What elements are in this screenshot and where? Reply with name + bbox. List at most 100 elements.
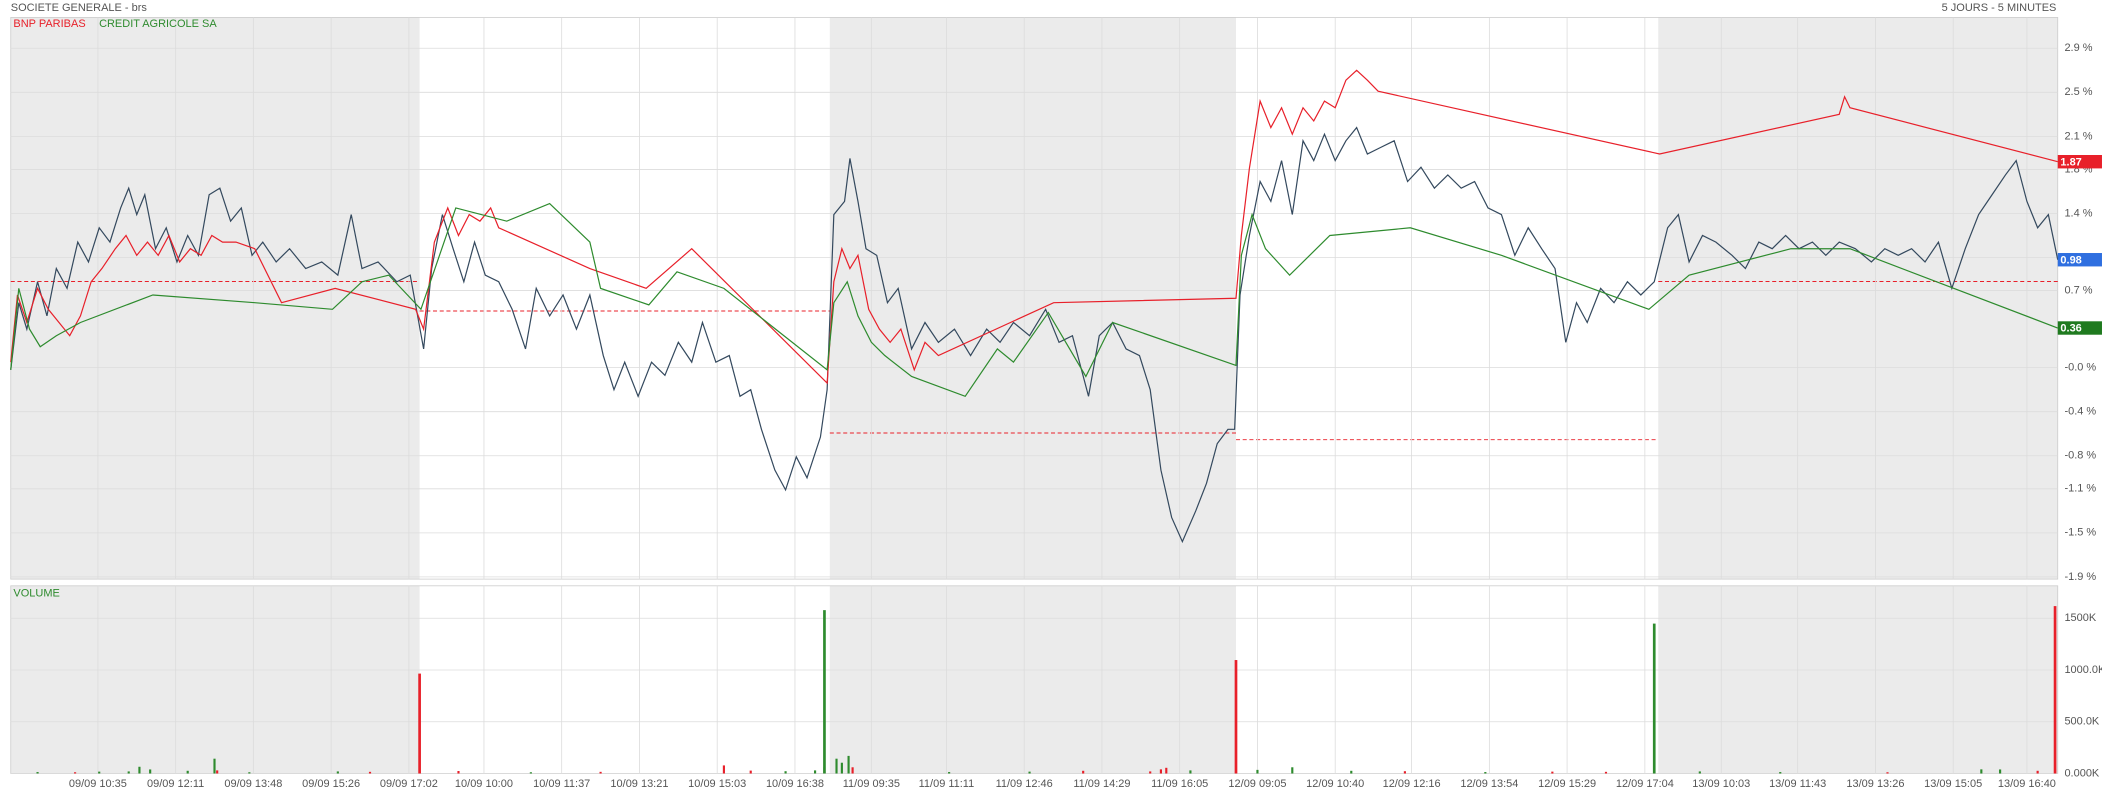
volume-bar	[98, 771, 101, 774]
volume-bar	[74, 772, 77, 774]
y-tick-label: 1.4 %	[2064, 207, 2092, 219]
x-tick-label: 10/09 11:37	[533, 778, 590, 790]
volume-bar	[1484, 772, 1487, 774]
volume-bar	[2036, 770, 2039, 774]
volume-bar	[248, 772, 251, 774]
y-tick-label: -0.8 %	[2064, 450, 2096, 462]
volume-bar	[1886, 772, 1889, 774]
volume-bar	[1159, 769, 1162, 774]
x-tick-label: 11/09 11:11	[919, 778, 975, 790]
last-value-label: 0.98	[2060, 254, 2081, 266]
price-line	[10, 126, 2059, 544]
volume-bar	[722, 765, 725, 774]
volume-bar	[213, 758, 216, 774]
day-band	[829, 585, 1236, 774]
y-tick-label: -1.9 %	[2064, 571, 2096, 583]
x-tick-label: 13/09 11:43	[1769, 778, 1826, 790]
x-tick-label: 12/09 09:05	[1228, 778, 1286, 790]
volume-bar	[1291, 767, 1294, 774]
y-tick-label: 2.9 %	[2064, 42, 2092, 54]
volume-bar	[1652, 623, 1656, 774]
x-tick-label: 12/09 17:04	[1616, 778, 1674, 790]
volume-bar	[1149, 771, 1152, 774]
last-value-label: 0.36	[2060, 323, 2081, 335]
price-line	[10, 202, 2058, 398]
x-tick-label: 09/09 12:11	[147, 778, 204, 790]
y-tick-label: -0.0 %	[2064, 362, 2096, 374]
x-tick-label: 12/09 10:40	[1306, 778, 1364, 790]
volume-bar	[749, 770, 752, 774]
volume-bar	[835, 758, 838, 774]
y-tick-label: 1500K	[2064, 612, 2096, 624]
volume-bar	[186, 770, 189, 774]
day-band	[1658, 17, 2058, 580]
volume-bar	[368, 771, 372, 774]
volume-bar	[851, 767, 854, 774]
volume-bar	[847, 755, 850, 774]
volume-bar	[1028, 771, 1031, 774]
volume-bar	[1999, 769, 2002, 774]
y-tick-label: 0.000K	[2064, 767, 2099, 779]
x-tick-label: 13/09 15:05	[1924, 778, 1982, 790]
volume-bar	[529, 772, 532, 774]
volume-bar	[813, 770, 817, 774]
volume-bar	[336, 771, 339, 774]
volume-bar	[1779, 772, 1782, 774]
x-tick-label: 10/09 16:38	[766, 778, 824, 790]
volume-bar	[216, 770, 219, 774]
x-tick-label: 11/09 12:46	[996, 778, 1053, 790]
price-line	[10, 69, 2058, 385]
day-band	[10, 17, 420, 580]
y-tick-label: 2.1 %	[2064, 130, 2092, 142]
x-tick-label: 12/09 15:29	[1538, 778, 1596, 790]
volume-bar	[1698, 771, 1701, 774]
volume-bar	[457, 771, 460, 774]
x-tick-label: 09/09 13:48	[224, 778, 282, 790]
x-tick-label: 11/09 14:29	[1073, 778, 1130, 790]
last-value-label: 1.87	[2060, 156, 2081, 168]
volume-bar	[1403, 771, 1406, 774]
y-tick-label: -0.4 %	[2064, 406, 2096, 418]
y-tick-label: 2.5 %	[2064, 86, 2092, 98]
volume-bar	[840, 762, 843, 774]
x-tick-label: 09/09 10:35	[69, 778, 127, 790]
x-tick-label: 09/09 15:26	[302, 778, 360, 790]
chart-subtitle: 5 JOURS - 5 MINUTES	[1942, 2, 2057, 14]
x-tick-label: 13/09 10:03	[1692, 778, 1750, 790]
day-band	[10, 585, 420, 774]
y-tick-label: -1.5 %	[2064, 527, 2096, 539]
x-tick-label: 13/09 16:40	[1998, 778, 2056, 790]
volume-bar	[149, 769, 152, 774]
volume-bar	[1980, 769, 1983, 774]
volume-bar	[1551, 771, 1554, 774]
volume-title: VOLUME	[13, 588, 59, 600]
volume-bar	[1165, 767, 1168, 774]
volume-bar	[36, 772, 39, 774]
legend-entry: CREDIT AGRICOLE SA	[99, 18, 217, 30]
last-value-tag	[2057, 155, 2102, 169]
x-tick-label: 11/09 09:35	[843, 778, 900, 790]
y-tick-label: 500.0K	[2064, 716, 2099, 728]
chart-title: SOCIETE GENERALE - brs	[11, 2, 148, 14]
volume-bar	[2053, 606, 2057, 774]
x-tick-label: 13/09 13:26	[1846, 778, 1904, 790]
volume-bar	[127, 771, 130, 774]
volume-bar	[1082, 770, 1085, 774]
volume-bar	[599, 771, 602, 774]
last-value-tag	[2057, 321, 2102, 335]
x-tick-label: 09/09 17:02	[380, 778, 438, 790]
price-frame	[10, 17, 2059, 580]
volume-bar	[1604, 771, 1608, 774]
volume-bar	[418, 673, 421, 774]
volume-bar	[1350, 770, 1353, 774]
y-tick-label: 1000.0K	[2064, 664, 2102, 676]
y-tick-label: -1.1 %	[2064, 483, 2096, 495]
volume-bar	[948, 772, 951, 774]
x-tick-label: 12/09 13:54	[1460, 778, 1518, 790]
x-tick-label: 10/09 15:03	[688, 778, 746, 790]
day-band	[1658, 585, 2058, 774]
y-tick-label: 0.7 %	[2064, 284, 2092, 296]
x-tick-label: 12/09 12:16	[1383, 778, 1441, 790]
x-tick-label: 11/09 16:05	[1151, 778, 1208, 790]
